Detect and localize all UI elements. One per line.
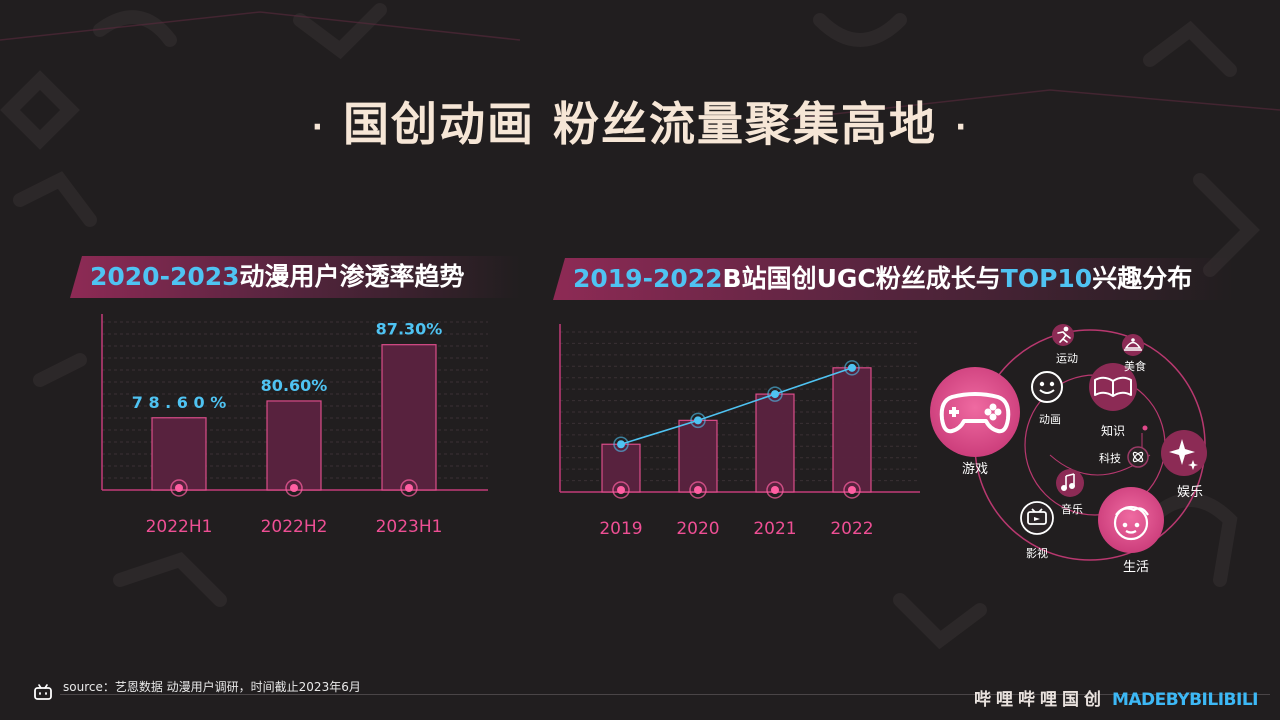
sparkle-icon <box>1169 439 1198 470</box>
line-point <box>694 416 702 425</box>
x-tick-label: 2022H1 <box>146 517 213 537</box>
line-point-glow <box>613 436 629 452</box>
interest-label-entertainment: 娱乐 <box>1177 485 1203 500</box>
bar-base-dot <box>617 486 625 494</box>
bilibili-tv-icon <box>34 684 52 700</box>
bar-base-glow <box>843 481 861 499</box>
tv-icon <box>1027 508 1047 525</box>
data-label: 80.60% <box>261 376 328 395</box>
interest-knowledge: 知识 <box>1089 363 1137 438</box>
interest-distribution-diagram: 游戏 动画 运动 知识 美食 <box>930 324 1207 575</box>
left-section-header: 2020-2023动漫用户渗透率趋势 <box>70 256 520 298</box>
line-point <box>771 390 779 399</box>
bar-base-glow <box>400 479 418 497</box>
right-section-years: 2019-2022 <box>573 264 723 293</box>
interest-label-game: 游戏 <box>962 462 988 477</box>
interest-film: 影视 <box>1020 501 1054 560</box>
smiley-icon <box>1039 381 1055 394</box>
right-section-header: 2019-2022B站国创UGC粉丝成长与TOP10兴趣分布 <box>553 258 1233 300</box>
x-tick-label: 2022 <box>830 519 873 539</box>
bar-base-dot <box>405 484 413 492</box>
bar-base-dot <box>694 486 702 494</box>
interest-tech: 科技 <box>1099 446 1149 468</box>
cloche-icon <box>1124 338 1142 351</box>
interest-label-tech: 科技 <box>1099 451 1121 465</box>
ugc-fans-bar-line-chart: 2019 2020 2021 2022 <box>559 324 920 539</box>
interest-life: 生活 <box>1098 487 1164 575</box>
bar-base-glow <box>285 479 303 497</box>
x-tick-label: 2021 <box>753 519 796 539</box>
interest-label-food: 美食 <box>1124 359 1146 373</box>
interest-entertainment: 娱乐 <box>1161 430 1207 500</box>
page-title: · 国创动画 粉丝流量聚集高地 · <box>0 88 1280 154</box>
x-tick-label: 2019 <box>599 519 642 539</box>
bar-base-glow <box>766 481 784 499</box>
face-icon <box>1113 505 1149 541</box>
brand-en: MADEBYBILIBILI <box>1111 690 1259 710</box>
title-dot-right: · <box>955 110 969 145</box>
line-point-glow <box>767 386 783 402</box>
title-dot-left: · <box>311 110 325 145</box>
bar-base-glow <box>689 481 707 499</box>
interest-label-knowledge: 知识 <box>1101 424 1125 438</box>
interest-food: 美食 <box>1122 334 1146 373</box>
x-tick-label: 2023H1 <box>376 517 443 537</box>
interest-label-music: 音乐 <box>1061 502 1083 516</box>
bar-base-dot <box>290 484 298 492</box>
series-line <box>620 367 853 446</box>
interest-animation: 动画 <box>1031 371 1063 426</box>
bar <box>266 400 322 491</box>
bar <box>151 417 207 491</box>
bar-base-dot <box>175 484 183 492</box>
gamepad-icon <box>939 392 1011 434</box>
brand-cn: 哔哩哔哩国创 <box>973 690 1106 710</box>
interest-label-film: 影视 <box>1026 546 1048 560</box>
source-note: source：艺恩数据 动漫用户调研，时间截止2023年6月 <box>63 680 361 694</box>
bar-base-dot <box>848 486 856 494</box>
bar-base-glow <box>170 479 188 497</box>
left-section-years: 2020-2023 <box>90 262 240 291</box>
bar-base-glow <box>612 481 630 499</box>
right-section-title-rest: 兴趣分布 <box>1092 264 1193 293</box>
x-tick-label: 2020 <box>676 519 719 539</box>
music-note-icon <box>1061 473 1076 492</box>
data-label: 7 8 . 6 0 % <box>132 393 227 412</box>
bar <box>381 344 437 491</box>
right-section-title-mid: B站国创UGC粉丝成长与 <box>722 264 1001 293</box>
interest-game: 游戏 <box>930 367 1020 477</box>
page-title-text: 国创动画 粉丝流量聚集高地 <box>342 97 937 151</box>
interest-label-life: 生活 <box>1123 560 1149 575</box>
penetration-bar-chart: 2022H1 7 8 . 6 0 % 2022H2 80.60% 2023H1 87.30… <box>101 314 488 537</box>
bar <box>832 367 872 493</box>
footer-divider <box>60 694 1270 695</box>
interest-sports: 运动 <box>1052 324 1078 365</box>
runner-icon <box>1057 326 1071 343</box>
book-icon <box>1094 376 1132 397</box>
interest-label-animation: 动画 <box>1039 413 1061 426</box>
x-tick-label: 2022H2 <box>261 517 328 537</box>
right-section-top10: TOP10 <box>1000 264 1093 293</box>
brand-logo: 哔哩哔哩国创 MADEBYBILIBILI <box>973 685 1259 710</box>
interest-label-sports: 运动 <box>1056 352 1078 365</box>
line-point-glow <box>690 412 706 429</box>
atom-icon <box>1132 451 1144 463</box>
bar <box>755 393 795 493</box>
line-point <box>617 440 625 449</box>
data-label: 87.30% <box>376 320 443 339</box>
line-point <box>848 363 856 372</box>
interest-music: 音乐 <box>1056 469 1084 516</box>
line-point-glow <box>844 360 860 376</box>
left-section-title: 动漫用户渗透率趋势 <box>239 262 465 291</box>
bar-base-dot <box>771 486 779 494</box>
